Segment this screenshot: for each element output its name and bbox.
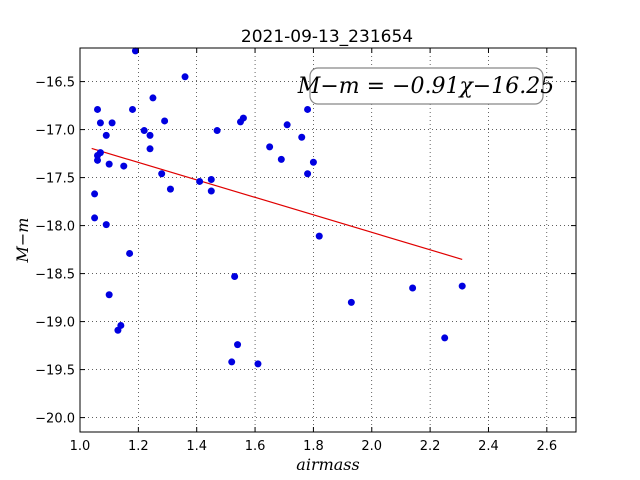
y-axis-label: M−m <box>13 218 32 264</box>
data-point <box>277 155 285 163</box>
data-point <box>254 360 262 368</box>
x-tick-label: 2.0 <box>361 439 382 454</box>
fit-line <box>91 147 463 260</box>
data-point <box>126 249 134 257</box>
y-tick-label: −16.5 <box>35 76 75 91</box>
data-point <box>196 177 204 185</box>
data-point <box>304 170 312 178</box>
data-point <box>207 187 215 195</box>
data-point <box>149 94 157 102</box>
x-tick-label: 2.4 <box>478 439 499 454</box>
data-point <box>315 232 323 240</box>
y-tick-label: −18.5 <box>35 268 75 283</box>
fit-equation-annotation: M−m = −0.91χ−16.25 <box>297 74 554 99</box>
data-point <box>283 121 291 129</box>
chart-title: 2021-09-13_231654 <box>241 27 413 47</box>
data-point <box>146 131 154 139</box>
x-tick-label: 1.4 <box>186 439 207 454</box>
data-point <box>228 358 236 366</box>
data-point <box>347 298 355 306</box>
y-tick-label: −20.0 <box>35 412 75 427</box>
x-tick-label: 1.0 <box>70 439 91 454</box>
data-point <box>207 176 215 184</box>
data-point <box>96 149 104 157</box>
x-tick-label: 1.8 <box>303 439 324 454</box>
x-tick-label: 2.6 <box>536 439 557 454</box>
data-point <box>158 170 166 178</box>
plot-frame <box>79 47 577 433</box>
fit-line-group <box>91 147 463 260</box>
grid-lines <box>79 48 576 432</box>
data-point <box>94 156 102 164</box>
data-point <box>181 73 189 81</box>
data-point <box>102 131 110 139</box>
x-tick-label: 2.2 <box>420 439 441 454</box>
data-point <box>96 119 104 127</box>
data-points <box>91 47 466 368</box>
data-point <box>409 284 417 292</box>
data-point <box>441 334 449 342</box>
data-point <box>129 105 137 113</box>
y-tick-label: −17.0 <box>35 124 75 139</box>
data-point <box>146 145 154 153</box>
data-point <box>231 272 239 280</box>
data-point <box>120 162 128 170</box>
data-point <box>298 133 306 141</box>
data-point <box>266 143 274 151</box>
y-tick-label: −18.0 <box>35 220 75 235</box>
data-point <box>102 221 110 229</box>
data-point <box>213 127 221 135</box>
data-point <box>108 119 116 127</box>
data-point <box>131 47 139 55</box>
data-point <box>234 341 242 349</box>
data-point <box>91 190 99 198</box>
data-point <box>94 105 102 113</box>
x-tick-labels: 1.0 1.2 1.4 1.6 1.8 2.0 2.2 2.4 2.6 <box>70 439 558 454</box>
data-point <box>91 214 99 222</box>
data-point <box>309 158 317 166</box>
annotation-box <box>309 67 544 105</box>
axis-ticks <box>79 48 576 432</box>
data-point <box>161 117 169 125</box>
data-point <box>105 291 113 299</box>
y-tick-labels: −16.5 −17.0 −17.5 −18.0 −18.5 −19.0 −19.5 −20.0 <box>35 76 75 427</box>
x-tick-label: 1.2 <box>128 439 149 454</box>
data-point <box>140 127 148 135</box>
data-point <box>166 185 174 193</box>
y-tick-label: −17.5 <box>35 172 75 187</box>
data-point <box>117 321 125 329</box>
y-tick-label: −19.0 <box>35 316 75 331</box>
x-tick-label: 1.6 <box>245 439 266 454</box>
data-point <box>458 282 466 290</box>
data-point <box>239 114 247 122</box>
data-point <box>105 160 113 168</box>
y-tick-label: −19.5 <box>35 364 75 379</box>
x-axis-label: airmass <box>296 455 359 474</box>
data-point <box>304 105 312 113</box>
